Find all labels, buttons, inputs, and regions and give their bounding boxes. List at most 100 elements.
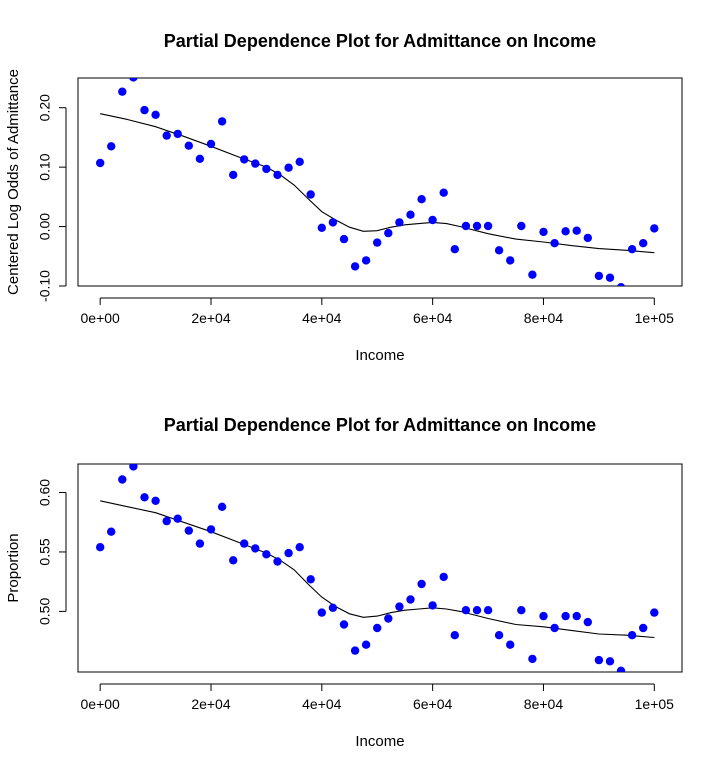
data-point xyxy=(406,210,415,219)
data-point xyxy=(561,611,570,621)
y-axis: 0.50 0.55 0.60 xyxy=(37,479,67,625)
data-point xyxy=(251,159,260,168)
data-point xyxy=(184,141,193,150)
data-point xyxy=(328,603,338,612)
data-point xyxy=(229,556,238,565)
data-point xyxy=(561,227,570,236)
data-point xyxy=(107,142,116,151)
data-point xyxy=(361,256,371,265)
x-tick-label: 8e+04 xyxy=(524,310,564,326)
data-point xyxy=(162,131,171,140)
data-point xyxy=(506,640,515,649)
data-point xyxy=(406,595,415,604)
data-point xyxy=(151,110,160,120)
data-point xyxy=(173,129,182,139)
y-tick-label: 0.60 xyxy=(37,479,53,506)
data-point xyxy=(550,623,559,633)
plot-area xyxy=(96,78,659,286)
data-point xyxy=(428,601,437,610)
data-point xyxy=(384,614,393,623)
data-point xyxy=(627,245,637,254)
data-point xyxy=(461,221,471,231)
data-point xyxy=(173,514,182,523)
y-tick-label: 0.55 xyxy=(37,538,53,565)
data-point xyxy=(373,238,382,247)
data-point xyxy=(594,655,604,665)
y-tick-label: 0.50 xyxy=(37,598,53,625)
data-point xyxy=(295,543,304,552)
x-tick-label: 0e+00 xyxy=(81,696,121,712)
data-point xyxy=(605,657,615,666)
data-point xyxy=(639,239,648,248)
data-point xyxy=(572,226,581,235)
data-point xyxy=(583,233,592,243)
data-point xyxy=(140,105,149,115)
x-tick-label: 0e+00 xyxy=(81,310,121,326)
data-point xyxy=(494,246,504,255)
data-point xyxy=(217,117,227,126)
y-tick-label: 0.10 xyxy=(37,153,53,180)
data-point xyxy=(583,617,592,627)
data-point xyxy=(284,163,293,172)
data-point xyxy=(140,493,149,502)
panel-top: Partial Dependence Plot for Admittance o… xyxy=(5,31,683,364)
data-point xyxy=(217,502,227,511)
data-point xyxy=(517,606,526,615)
data-point xyxy=(616,666,626,672)
data-point xyxy=(251,544,260,553)
y-axis-label: Proportion xyxy=(5,533,22,602)
data-point xyxy=(107,527,116,536)
data-point xyxy=(650,608,659,617)
data-point xyxy=(594,271,604,281)
y-axis: -0.10 0.00 0.10 0.20 xyxy=(37,94,67,302)
plot-area xyxy=(96,464,659,672)
smooth-line xyxy=(100,500,655,639)
data-point xyxy=(494,631,504,640)
data-point xyxy=(240,539,249,548)
chart-title: Partial Dependence Plot for Admittance o… xyxy=(164,31,596,51)
data-point xyxy=(627,631,637,640)
data-point xyxy=(206,525,216,534)
data-point xyxy=(129,464,138,471)
data-point xyxy=(350,646,360,655)
data-point xyxy=(317,223,326,232)
data-point xyxy=(439,572,448,582)
data-point xyxy=(262,550,271,559)
x-tick-label: 2e+04 xyxy=(191,310,231,326)
data-point xyxy=(118,475,127,484)
x-tick-label: 1e+05 xyxy=(635,310,675,326)
data-point xyxy=(229,170,238,180)
x-tick-label: 1e+05 xyxy=(635,696,675,712)
x-tick-label: 6e+04 xyxy=(413,310,453,326)
data-point xyxy=(639,623,648,633)
data-point xyxy=(384,228,393,238)
y-tick-label: 0.00 xyxy=(37,213,53,240)
data-point xyxy=(528,270,537,279)
data-point xyxy=(317,608,326,617)
data-point xyxy=(483,221,493,231)
data-point xyxy=(417,195,426,204)
data-point xyxy=(539,611,548,621)
data-point xyxy=(118,87,127,96)
data-point xyxy=(184,526,193,535)
data-point xyxy=(306,575,315,584)
x-axis: 0e+00 2e+04 4e+04 6e+04 8e+04 1e+05 xyxy=(81,683,675,712)
data-point xyxy=(395,218,404,227)
data-point xyxy=(206,139,216,149)
data-point xyxy=(572,611,581,621)
data-point xyxy=(273,170,282,180)
data-point xyxy=(151,496,160,505)
data-point xyxy=(483,606,493,615)
x-axis-label: Income xyxy=(355,347,404,364)
data-point xyxy=(528,654,537,664)
x-axis-label: Income xyxy=(355,733,404,750)
data-point xyxy=(195,539,205,548)
data-point xyxy=(650,224,659,233)
data-point xyxy=(539,227,548,237)
plot-frame xyxy=(77,77,683,287)
x-tick-label: 6e+04 xyxy=(413,696,453,712)
data-point xyxy=(373,623,382,633)
x-axis: 0e+00 2e+04 4e+04 6e+04 8e+04 1e+05 xyxy=(81,297,675,326)
data-point xyxy=(616,283,626,286)
y-tick-label: 0.20 xyxy=(37,94,53,121)
